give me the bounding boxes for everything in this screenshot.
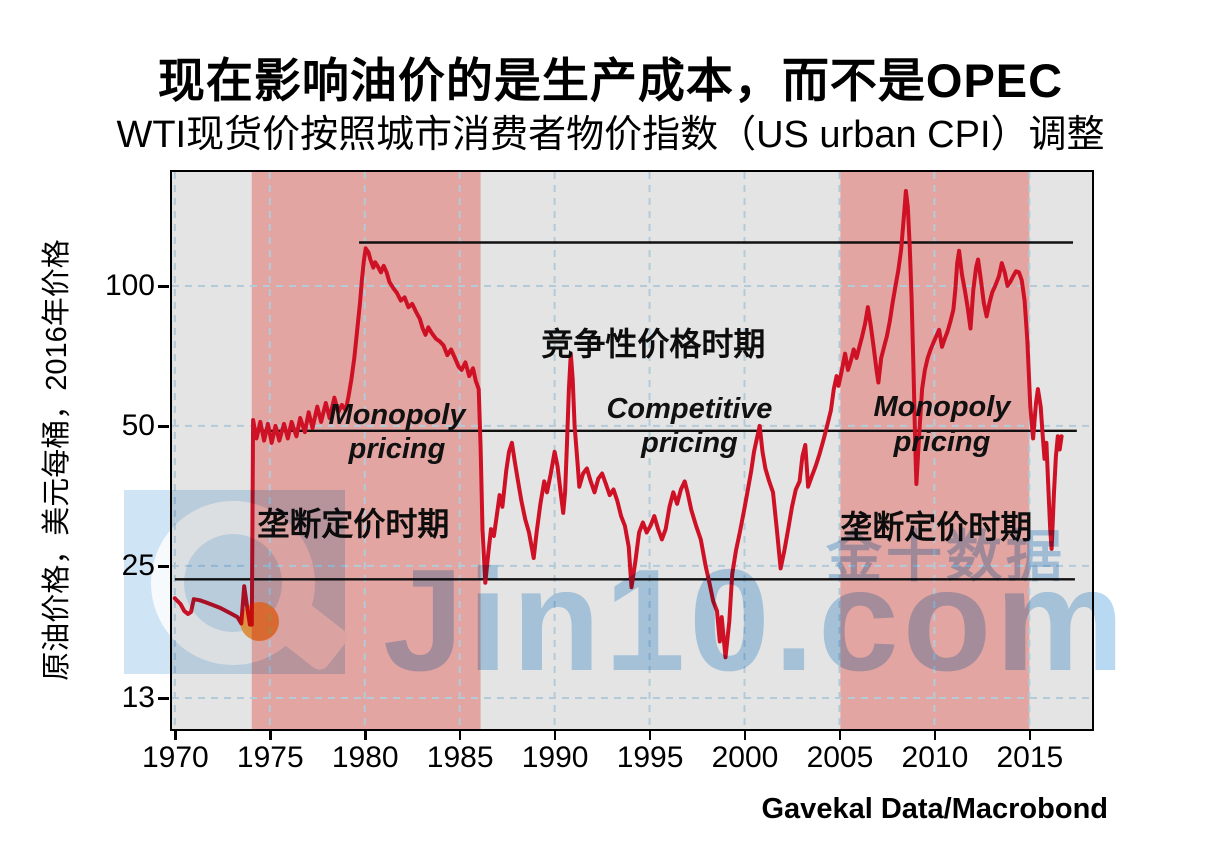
x-tick-mark-2015: [1028, 731, 1032, 740]
x-tick-mark-1975: [269, 731, 272, 740]
y-tick-mark-100: [158, 285, 169, 288]
x-tick-label-1980: 1980: [331, 741, 399, 774]
x-tick-label-1990: 1990: [521, 741, 589, 774]
x-tick-label-2000: 2000: [711, 741, 779, 774]
annotation-cn-monopoly-2: 垄断定价时期: [840, 509, 1033, 546]
chart-subtitle: WTI现货价按照城市消费者物价指数（US urban CPI）调整: [116, 114, 1105, 156]
chart-title: 现在影响油价的是生产成本，而不是OPEC: [157, 54, 1064, 107]
y-tick-label-50: 50: [121, 409, 155, 443]
x-tick-mark-1990: [553, 731, 557, 740]
price-line-chart: [172, 172, 1092, 729]
annotation-en-competitive: Competitive pricing: [606, 392, 773, 459]
y-axis-title: 原油价格，美元每桶，2016年价格: [41, 239, 73, 681]
annotation-en-monopoly-2: Monopoly pricing: [873, 391, 1011, 458]
x-tick-label-1970: 1970: [141, 741, 209, 774]
x-tick-label-1995: 1995: [616, 741, 684, 774]
plot-area: 竞争性价格时期 Competitive pricing Monopoly prici…: [170, 170, 1094, 731]
x-tick-label-1975: 1975: [236, 741, 304, 774]
x-tick-label-2010: 2010: [901, 741, 969, 774]
x-tick-label-2015: 2015: [996, 741, 1064, 774]
x-tick-mark-1980: [364, 731, 367, 740]
x-tick-label-1985: 1985: [426, 741, 494, 774]
x-tick-mark-1970: [174, 731, 177, 740]
y-tick-mark-25: [158, 565, 169, 568]
source-credit: Gavekal Data/Macrobond: [761, 793, 1109, 825]
y-tick-mark-13: [158, 697, 169, 700]
x-tick-mark-1995: [648, 731, 652, 740]
x-tick-mark-2005: [838, 731, 842, 740]
y-tick-label-25: 25: [121, 549, 155, 583]
annotation-en-monopoly-1: Monopoly pricing: [328, 398, 466, 465]
annotation-cn-competitive: 竞争性价格时期: [541, 325, 766, 362]
y-tick-mark-50: [158, 425, 169, 428]
x-tick-mark-1985: [458, 731, 462, 740]
y-tick-label-13: 13: [121, 681, 155, 715]
x-tick-mark-2000: [743, 731, 747, 740]
price-line-series: [172, 189, 1064, 660]
x-tick-mark-2010: [933, 731, 937, 740]
x-tick-label-2005: 2005: [806, 741, 874, 774]
y-tick-label-100: 100: [104, 269, 155, 303]
annotation-cn-monopoly-1: 垄断定价时期: [257, 505, 450, 542]
